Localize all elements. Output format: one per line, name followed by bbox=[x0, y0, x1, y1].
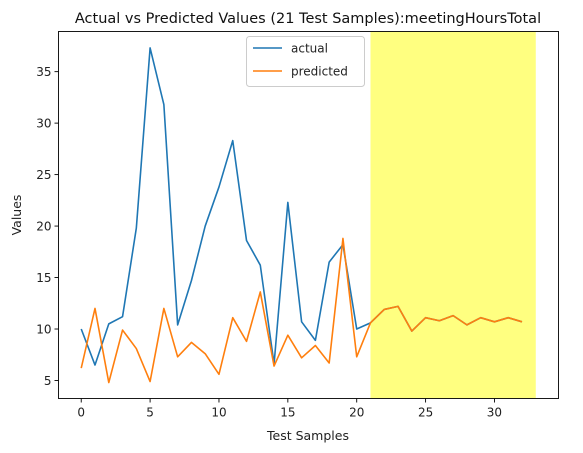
x-tick-label: 10 bbox=[211, 406, 226, 420]
series-line-predicted bbox=[80, 237, 523, 384]
y-tick-label: 30 bbox=[36, 116, 51, 130]
y-tick-label: 15 bbox=[36, 271, 51, 285]
y-tick-label: 10 bbox=[36, 322, 51, 336]
legend-box bbox=[246, 36, 365, 87]
legend-label-actual: actual bbox=[291, 42, 328, 56]
x-axis-label: Test Samples bbox=[266, 428, 349, 443]
legend-label-predicted: predicted bbox=[291, 65, 348, 79]
x-tick-label: 20 bbox=[349, 406, 364, 420]
y-tick-label: 35 bbox=[36, 65, 51, 79]
chart-title: Actual vs Predicted Values (21 Test Samp… bbox=[75, 11, 541, 27]
x-tick-label: 25 bbox=[418, 406, 433, 420]
y-axis-label: Values bbox=[9, 195, 24, 236]
x-tick-label: 0 bbox=[77, 406, 85, 420]
highlight-layer bbox=[370, 31, 536, 399]
x-axis: 0 5 10 15 20 25 30 bbox=[77, 398, 502, 420]
y-tick-label: 5 bbox=[44, 374, 52, 388]
y-axis: 5 10 15 20 25 30 35 bbox=[36, 65, 59, 388]
x-tick-label: 15 bbox=[280, 406, 295, 420]
x-tick-label: 30 bbox=[487, 406, 502, 420]
plot-frame bbox=[58, 31, 559, 399]
series-layer bbox=[80, 47, 523, 384]
legend: actual predicted bbox=[246, 36, 365, 87]
forecast-highlight-region bbox=[370, 31, 536, 399]
y-tick-label: 20 bbox=[36, 219, 51, 233]
y-tick-label: 25 bbox=[36, 168, 51, 182]
x-tick-label: 5 bbox=[146, 406, 154, 420]
